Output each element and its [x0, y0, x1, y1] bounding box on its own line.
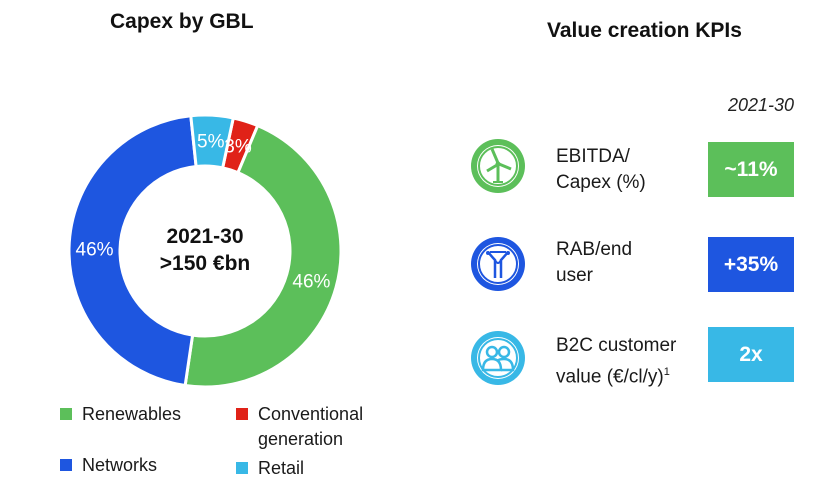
kpi-value-b2c-customer-value: 2x [708, 327, 794, 382]
legend-label-retail: Retail [258, 458, 305, 478]
donut-slice-label-retail: 5% [197, 132, 225, 153]
donut-center-label-amount: >150 €bn [160, 252, 250, 275]
legend-swatch-renewables [60, 408, 72, 420]
legend-swatch-retail [236, 462, 248, 474]
kpi-label-ebitda-line2: Capex (%) [556, 172, 646, 193]
donut-slice-label-conventional-generation: 3% [224, 137, 252, 158]
kpi-label-b2c-line1: B2C customer [556, 335, 677, 356]
wind-turbine-icon [471, 139, 525, 193]
donut-slice-renewables [183, 123, 343, 389]
customers-icon [471, 331, 525, 385]
legend-label-renewables: Renewables [82, 404, 182, 424]
kpi-label-rab-line2: user [556, 265, 593, 286]
legend-label-conventional-line1: Conventional [258, 404, 364, 424]
chart-title: Capex by GBL [110, 10, 254, 33]
kpi-label-ebitda-line1: EBITDA/ [556, 146, 630, 167]
kpi-label-rab-line1: RAB/end [556, 239, 633, 260]
capex-donut-chart: 3% 46% 46% 5% 2021-30 >150 €bn [67, 113, 343, 389]
kpi-label-b2c-footnote: 1 [663, 366, 670, 378]
kpi-label-rab-end-user: RAB/end user [556, 237, 632, 289]
legend-label-conventional-line2: generation [258, 429, 344, 449]
kpi-section-title: Value creation KPIs [547, 19, 742, 42]
donut-slice-label-networks: 46% [76, 240, 114, 261]
legend-swatch-conventional [236, 408, 248, 420]
donut-slice-retail [189, 113, 236, 170]
donut-slice-label-renewables: 46% [292, 272, 330, 293]
kpi-label-b2c-line2: value (€/cl/y)1 [556, 359, 676, 390]
legend-swatch-networks [60, 459, 72, 471]
power-pylon-icon [471, 237, 525, 291]
donut-slice-networks [67, 114, 198, 388]
donut-center-label-year: 2021-30 [166, 225, 243, 248]
kpi-value-rab-end-user: +35% [708, 237, 794, 292]
legend-label-networks: Networks [82, 455, 158, 475]
kpi-label-b2c-line2-text: value (€/cl/y) [556, 366, 664, 388]
kpi-label-ebitda-capex: EBITDA/ Capex (%) [556, 144, 646, 196]
kpi-value-ebitda-capex: ~11% [708, 142, 794, 197]
kpi-period-label: 2021-30 [727, 95, 794, 115]
kpi-label-b2c-customer-value: B2C customer value (€/cl/y)1 [556, 333, 676, 390]
